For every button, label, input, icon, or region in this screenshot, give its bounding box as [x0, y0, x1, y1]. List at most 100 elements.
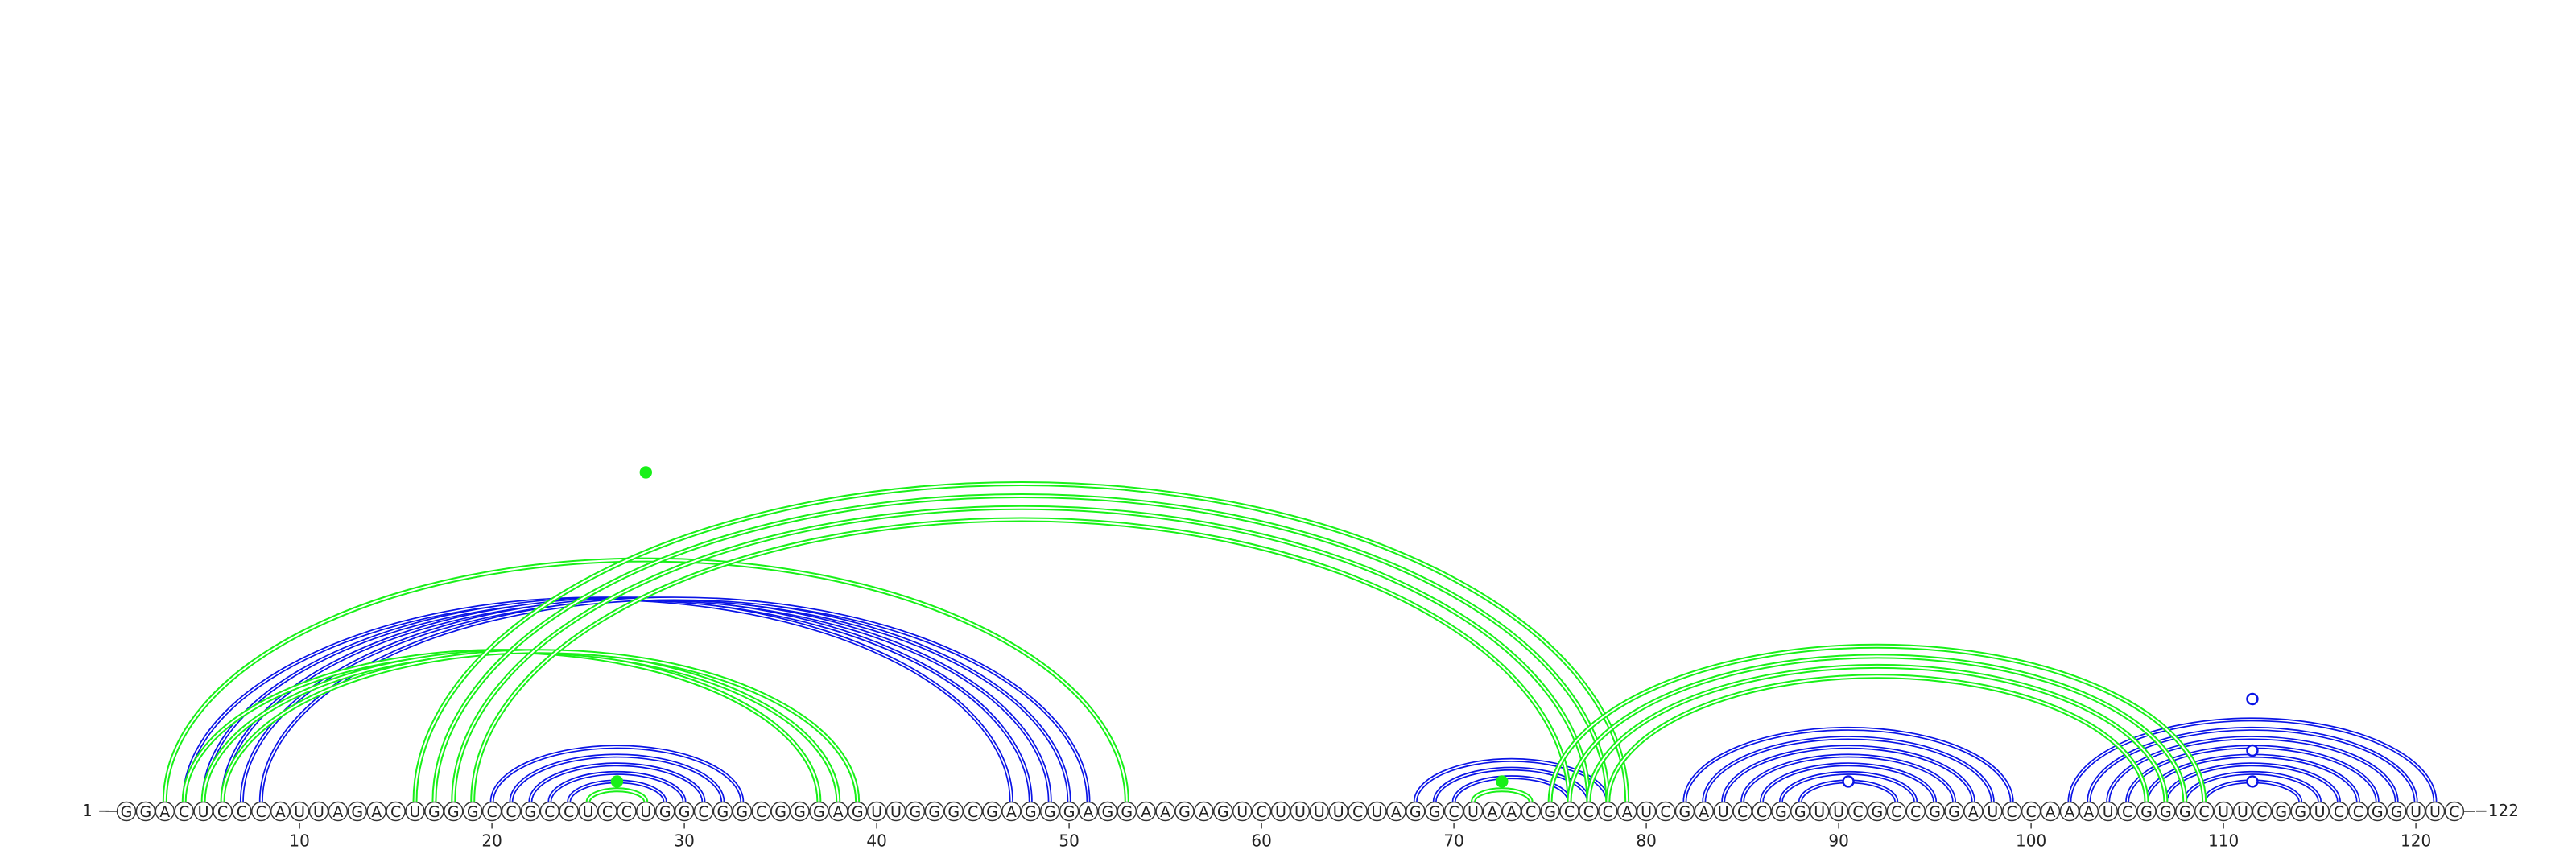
nucleotide-letter: C [1757, 803, 1767, 821]
nucleotide-letter: G [659, 803, 671, 821]
nucleotide-circle [1598, 801, 1618, 822]
base-pair-arc-inner-6-39 [221, 650, 859, 802]
nucleotide-47: A [1001, 801, 1022, 822]
nucleotide-85: C [1732, 801, 1752, 822]
nucleotide-circle [2386, 801, 2407, 822]
nucleotide-letter: G [1872, 803, 1884, 821]
nucleotide-letter: U [2410, 803, 2421, 821]
sequence-start-label: 1 − [82, 801, 111, 820]
nucleotide-90: U [1828, 801, 1849, 822]
nucleotide-circle [1155, 801, 1175, 822]
nucleotide-41: U [886, 801, 906, 822]
nucleotide-6: C [213, 801, 233, 822]
nucleotide-25: U [578, 801, 598, 822]
nucleotide-57: A [1194, 801, 1214, 822]
nucleotide-10: U [289, 801, 310, 822]
base-pair-arc-inner-87-94 [1780, 772, 1917, 802]
base-pair-arc-75-109 [1547, 643, 2207, 802]
base-pair-arc-inner-21-32 [510, 755, 724, 802]
nucleotide-letter: G [717, 803, 729, 821]
nucleotide-13: G [347, 801, 367, 822]
nucleotide-32: G [712, 801, 733, 822]
nucleotide-circle [943, 801, 964, 822]
nucleotide-circle [2232, 801, 2253, 822]
nucleotide-letter: G [736, 803, 748, 821]
nucleotide-9: A [270, 801, 291, 822]
nucleotide-circle [405, 801, 425, 822]
base-pair-arc-inner-16-79 [414, 482, 1629, 802]
base-pair-arc-inner-20-33 [491, 746, 743, 802]
nucleotide-circle [2444, 801, 2465, 822]
nucleotide-letter: C [1352, 803, 1363, 821]
nucleotide-letter: C [1660, 803, 1670, 821]
nucleotide-circle [1001, 801, 1022, 822]
nucleotide-letter: C [256, 803, 266, 821]
nucleotide-112: C [2252, 801, 2273, 822]
nucleotide-105: C [2117, 801, 2137, 822]
nucleotide-102: A [2059, 801, 2080, 822]
tick-label-50: 50 [1059, 831, 1079, 851]
nucleotide-letter: A [1160, 803, 1170, 821]
nucleotide-33: G [732, 801, 752, 822]
nucleotide-circle [578, 801, 598, 822]
nucleotide-14: A [366, 801, 386, 822]
nucleotide-letter: C [1525, 803, 1536, 821]
nucleotide-circle [1328, 801, 1348, 822]
nucleotide-letter: U [1314, 803, 1325, 821]
nucleotide-66: U [1367, 801, 1387, 822]
nucleotide-circle [963, 801, 983, 822]
nucleotide-circle [1579, 801, 1599, 822]
nucleotide-circle [1559, 801, 1579, 822]
nucleotide-circle [1809, 801, 1830, 822]
nucleotide-circle [809, 801, 829, 822]
tick-label-30: 30 [674, 831, 694, 851]
nucleotide-letter: U [313, 803, 324, 821]
base-pair-arc-71-74 [1471, 787, 1534, 802]
nucleotide-70: C [1443, 801, 1464, 822]
base-pair-arc-inner-82-99 [1684, 728, 2013, 802]
nucleotide-letter: U [2103, 803, 2114, 821]
nucleotide-107: G [2156, 801, 2176, 822]
nucleotide-60: C [1251, 801, 1272, 822]
nucleotide-letter: C [1891, 803, 1901, 821]
nucleotide-letter: A [2064, 803, 2074, 821]
nucleotide-92: G [1867, 801, 1888, 822]
nucleotide-28: U [636, 801, 656, 822]
nucleotide-37: G [809, 801, 829, 822]
nucleotide-circle [2079, 801, 2099, 822]
nucleotide-letter: G [1044, 803, 1056, 821]
nucleotide-63: U [1309, 801, 1330, 822]
nucleotide-circle [1944, 801, 1964, 822]
nucleotide-23: C [539, 801, 559, 822]
base-pair-arc-inner-103-120 [2088, 728, 2417, 802]
nucleotide-letter: G [1410, 803, 1422, 821]
nucleotide-letter: C [544, 803, 555, 821]
nucleotide-letter: C [968, 803, 978, 821]
nucleotide-circle [886, 801, 906, 822]
nucleotide-letter: C [2122, 803, 2132, 821]
base-pair-arc-inner-70-76 [1453, 776, 1571, 802]
nucleotide-119: G [2386, 801, 2407, 822]
nucleotide-letter: U [640, 803, 651, 821]
nucleotide-letter: U [1294, 803, 1306, 821]
nucleotide-96: G [1944, 801, 1964, 822]
tick-label-20: 20 [481, 831, 502, 851]
nucleotide-24: C [559, 801, 579, 822]
nucleotide-51: A [1078, 801, 1099, 822]
nucleotide-circle [866, 801, 887, 822]
nucleotide-circle [2329, 801, 2349, 822]
nucleotide-letter: G [928, 803, 940, 821]
nucleotide-circle [847, 801, 868, 822]
tick-label-120: 120 [2401, 831, 2431, 851]
nucleotide-letter: A [159, 803, 170, 821]
nucleotide-39: G [847, 801, 868, 822]
nucleotide-99: C [2001, 801, 2022, 822]
nucleotide-letter: C [179, 803, 189, 821]
nucleotide-circle [1348, 801, 1368, 822]
nucleotide-42: G [905, 801, 926, 822]
nucleotide-circle [597, 801, 617, 822]
nucleotide-circle [2290, 801, 2310, 822]
nucleotide-letter: U [1275, 803, 1286, 821]
nucleotide-circle [2117, 801, 2137, 822]
nucleotide-circle [520, 801, 541, 822]
